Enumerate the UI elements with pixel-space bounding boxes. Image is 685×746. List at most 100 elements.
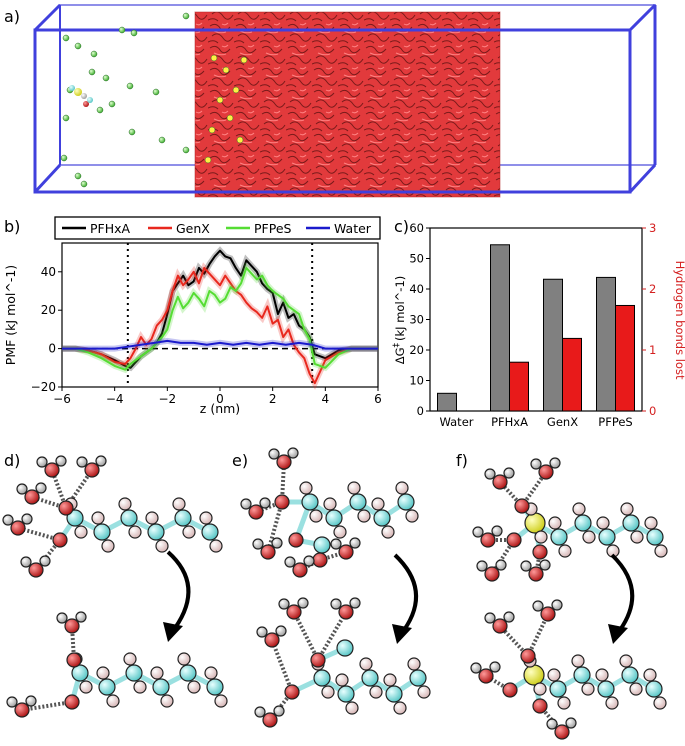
hydrogen-atom xyxy=(503,467,515,479)
carbon-atom xyxy=(179,664,197,682)
hydrogen-bond xyxy=(292,611,320,661)
bar-y-tick-label: 10 xyxy=(409,374,424,388)
oxygen-atom xyxy=(310,652,326,668)
carbon-atom xyxy=(598,528,616,546)
hydrogen-atom xyxy=(55,455,67,467)
fluorine-atom xyxy=(357,509,371,523)
fluorine-atom xyxy=(620,502,634,516)
hydrogen-atom xyxy=(503,611,515,623)
fluorine-atom xyxy=(547,668,561,682)
carbon-atom xyxy=(622,514,640,532)
hydrogen-bond xyxy=(21,700,73,712)
ion-particle xyxy=(62,34,70,42)
hydrogen-atom xyxy=(491,525,503,537)
carbon-atom xyxy=(120,509,138,527)
hydrogen-atom xyxy=(273,705,285,717)
oxygen-atom xyxy=(288,532,304,548)
bar-dg-pfpes xyxy=(596,276,616,412)
hydrogen-atom xyxy=(268,448,280,460)
oxygen-atom xyxy=(66,652,82,668)
arrow-head-f xyxy=(608,624,628,644)
fluorine-atom xyxy=(533,682,547,696)
hydrogen-atom xyxy=(551,599,563,611)
fluorine-atom xyxy=(187,680,201,694)
oxygen-atom xyxy=(14,702,30,718)
bar-y2-label: Hydrogen bonds lost xyxy=(673,261,685,380)
ion-particle xyxy=(158,136,166,144)
x-tick-label: 6 xyxy=(374,392,382,406)
oxygen-atom xyxy=(502,682,518,698)
panel-label-f: f) xyxy=(456,451,468,470)
bar-hbond-pfpes xyxy=(615,304,635,412)
ion-particle xyxy=(126,82,134,90)
fluorine-atom xyxy=(177,652,191,666)
panel-label-a: a) xyxy=(4,7,20,26)
hydrogen-atom xyxy=(349,597,361,609)
panel-a-simulation-box xyxy=(33,3,657,198)
oxygen-atom xyxy=(28,562,44,578)
ion-particle xyxy=(102,74,110,82)
fluorine-atom xyxy=(209,539,223,553)
oxygen-atom xyxy=(58,500,74,516)
ion-particle xyxy=(222,66,230,74)
x-tick-label: 2 xyxy=(269,392,277,406)
oxygen-atom xyxy=(84,462,100,478)
molecule-pfpes xyxy=(470,457,668,740)
carbon-atom xyxy=(397,493,415,511)
fluorine-atom xyxy=(596,516,610,530)
fluorine-atom xyxy=(571,654,585,668)
ion-particle xyxy=(232,86,240,94)
fluorine-atom xyxy=(321,685,335,699)
panel-label-e: e) xyxy=(232,451,248,470)
pmf-x-ticks: −6 −4 −2 0 2 4 6 xyxy=(53,387,382,406)
legend-label-pfhxa: PFHxA xyxy=(90,221,131,236)
hydrogen-atom xyxy=(35,482,47,494)
carbon-atom xyxy=(313,536,331,554)
bar-x-tick-label: PFHxA xyxy=(491,415,528,429)
ion-particle xyxy=(90,50,98,58)
legend-label-pfpes: PFPeS xyxy=(254,221,292,236)
hydrogen-atom xyxy=(532,600,544,612)
carbon-atom xyxy=(71,664,89,682)
hydrogen-atom xyxy=(565,717,577,729)
ion-particle xyxy=(96,106,104,114)
hydrogen-atom xyxy=(489,661,501,673)
fluorine-atom xyxy=(582,530,596,544)
hydrogen-bond xyxy=(498,624,530,658)
carbon-atom xyxy=(152,678,170,696)
panel-label-c: c) xyxy=(394,217,409,236)
ions xyxy=(60,12,248,188)
hydrogen-atom xyxy=(530,458,542,470)
oxygen-atom xyxy=(484,566,500,582)
ion-particle xyxy=(216,96,224,104)
carbon-atom xyxy=(147,523,165,541)
fluorine-atom xyxy=(128,525,142,539)
bar-y-ticks: 0 10 20 30 40 50 60 xyxy=(409,221,430,418)
x-tick-label: −6 xyxy=(53,392,71,406)
hydrogen-atom xyxy=(16,483,28,495)
oxygen-atom xyxy=(312,552,328,568)
ion-particle xyxy=(128,128,136,136)
ion-particle xyxy=(118,26,126,34)
hydrogen-atom xyxy=(21,513,33,525)
carbon-atom xyxy=(597,680,615,698)
bar-y-tick-label: 50 xyxy=(409,252,424,266)
fluorine-atom xyxy=(581,682,595,696)
oxygen-atom xyxy=(514,498,530,514)
ion-particle xyxy=(88,68,96,76)
fluorine-atom xyxy=(299,481,313,495)
ion-particle xyxy=(80,180,88,188)
oxygen-atom xyxy=(478,668,494,684)
hydrogen-atom xyxy=(36,456,48,468)
fluorine-atom xyxy=(369,685,383,699)
fluorine-atom xyxy=(155,539,169,553)
hydrogen-atom xyxy=(549,457,561,469)
fluorine-atom xyxy=(106,694,120,708)
panel-label-b: b) xyxy=(4,217,20,236)
fluorine-atom xyxy=(145,511,159,525)
hydrogen-atom xyxy=(39,555,51,567)
hydrogen-atom xyxy=(240,498,252,510)
fluorine-atom xyxy=(417,685,431,699)
oxygen-atom xyxy=(480,532,496,548)
